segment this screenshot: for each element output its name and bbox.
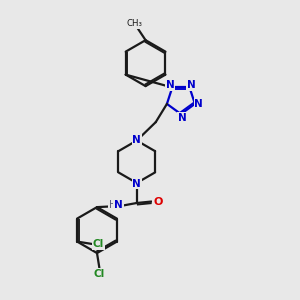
Text: N: N — [166, 80, 175, 90]
Text: Cl: Cl — [93, 239, 104, 249]
Text: CH₃: CH₃ — [127, 19, 143, 28]
Text: N: N — [194, 99, 203, 109]
Text: N: N — [114, 200, 123, 210]
Text: Cl: Cl — [94, 269, 105, 279]
Text: N: N — [132, 178, 141, 189]
Text: N: N — [132, 135, 141, 145]
Text: N: N — [178, 113, 187, 123]
Text: O: O — [153, 196, 163, 206]
Text: N: N — [187, 80, 196, 90]
Text: H: H — [109, 200, 116, 210]
